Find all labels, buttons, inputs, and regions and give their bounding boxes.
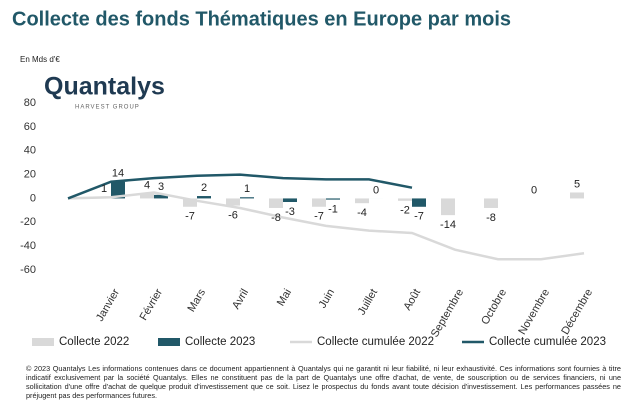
x-tick-label: Février	[138, 287, 166, 323]
data-label: 5	[574, 178, 580, 190]
data-label: -7	[314, 211, 324, 223]
data-label: -7	[414, 211, 424, 223]
data-label: -3	[285, 206, 295, 218]
x-tick-label: Septembre	[429, 287, 466, 340]
bar	[269, 198, 283, 208]
logo-tagline: HARVEST GROUP	[75, 105, 140, 111]
x-tick-label: Décembre	[559, 287, 595, 337]
data-label: 4	[144, 180, 150, 192]
bar	[441, 198, 455, 216]
line-series	[67, 173, 413, 200]
bar	[412, 198, 426, 207]
legend-label: Collecte cumulée 2022	[317, 336, 434, 348]
data-label: 0	[531, 184, 537, 196]
data-label: 0	[373, 184, 379, 196]
bar	[312, 198, 326, 207]
legend-swatch	[158, 338, 180, 346]
bar	[111, 181, 125, 199]
x-tick-label: Mai	[275, 287, 294, 308]
x-tick-label: Juillet	[356, 287, 380, 317]
x-tick-label: Août	[401, 287, 423, 313]
line-series	[67, 191, 585, 261]
y-tick-label: -20	[20, 216, 36, 228]
bar	[355, 198, 369, 204]
data-label: -7	[185, 211, 195, 223]
x-tick-label: Avril	[230, 287, 251, 311]
y-tick-label: 0	[30, 192, 36, 204]
x-tick-label: Mars	[185, 287, 208, 315]
y-tick-label: -40	[20, 240, 36, 252]
data-label: -14	[440, 219, 456, 231]
bar	[154, 194, 168, 199]
bar	[226, 198, 240, 206]
data-label: -1	[328, 204, 338, 216]
data-label: 2	[201, 182, 207, 194]
logo-name: Quantalys	[44, 73, 165, 101]
bar	[570, 192, 584, 199]
data-label: 1	[244, 183, 250, 195]
bar	[197, 196, 211, 199]
data-label: -4	[357, 207, 367, 219]
y-tick-label: 40	[24, 145, 36, 157]
data-label: -2	[400, 205, 410, 217]
legend-swatch	[32, 338, 54, 346]
x-tick-label: Octobre	[479, 287, 509, 327]
bar	[398, 198, 412, 201]
y-axis-label: En Mds d'€	[20, 55, 60, 64]
chart-title: Collecte des fonds Thématiques en Europe…	[12, 8, 511, 30]
legend-label: Collecte 2023	[185, 336, 255, 348]
bar	[240, 197, 254, 199]
bar	[484, 198, 498, 208]
data-label: -6	[228, 209, 238, 221]
data-label: 3	[158, 181, 164, 193]
legend-label: Collecte cumulée 2023	[489, 336, 606, 348]
data-label: -8	[486, 212, 496, 224]
bar	[326, 198, 340, 200]
y-tick-label: 20	[24, 168, 36, 180]
footer-note: © 2023 Quantalys Les informations conten…	[26, 364, 621, 400]
data-label: 14	[112, 168, 124, 180]
chart: Collecte des fonds Thématiques en Europe…	[12, 8, 606, 348]
bar	[283, 198, 297, 203]
data-label: 1	[101, 183, 107, 195]
y-tick-label: -60	[20, 264, 36, 276]
data-label: -8	[271, 212, 281, 224]
x-tick-label: Juin	[317, 287, 337, 310]
bar	[140, 193, 154, 199]
y-tick-label: 80	[24, 97, 36, 109]
x-tick-label: Novembre	[516, 287, 552, 337]
legend-label: Collecte 2022	[59, 336, 129, 348]
x-tick-label: Janvier	[94, 287, 122, 324]
bar	[183, 198, 197, 207]
y-tick-label: 60	[24, 121, 36, 133]
